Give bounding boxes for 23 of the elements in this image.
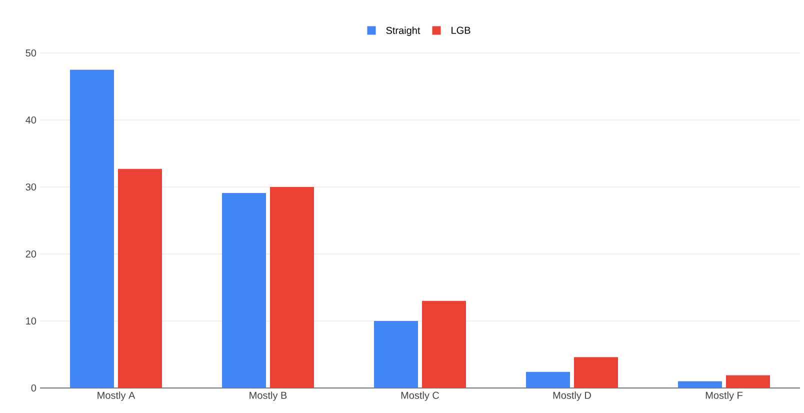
x-tick-label: Mostly D [553, 392, 591, 401]
x-tick-label: Mostly A [98, 392, 136, 401]
bar [270, 187, 314, 388]
x-tick-label: Mostly F [706, 392, 742, 401]
y-tick-label: 10 [26, 317, 36, 325]
x-tick-label: Mostly B [250, 392, 287, 401]
bar [678, 381, 722, 388]
y-tick-label: 0 [31, 384, 36, 392]
bar [526, 372, 570, 388]
bar [222, 193, 266, 388]
bar [574, 357, 618, 388]
y-tick-label: 50 [26, 49, 36, 57]
x-tick-label: Mostly C [401, 392, 440, 401]
bar [422, 300, 466, 388]
legend-label: LGB [452, 26, 470, 34]
bar [374, 321, 418, 388]
bar [726, 375, 770, 388]
y-tick-label: 20 [26, 250, 36, 258]
y-tick-label: 30 [26, 183, 36, 191]
legend-label: Straight [386, 26, 420, 36]
bar [70, 70, 114, 388]
bar [118, 168, 162, 388]
y-tick-label: 40 [26, 116, 36, 124]
